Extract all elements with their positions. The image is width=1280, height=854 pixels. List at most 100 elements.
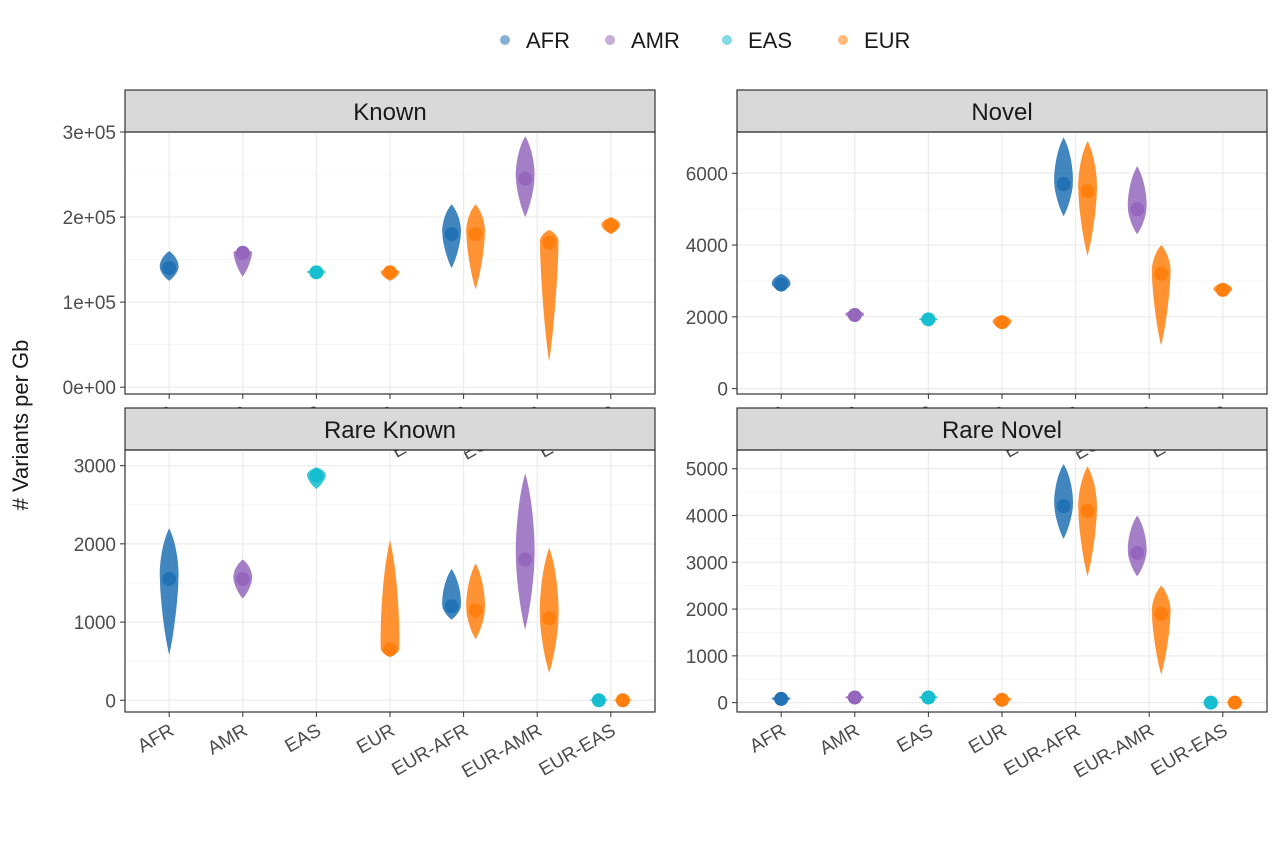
violin-center-eas <box>921 312 936 327</box>
violin-center-eur <box>995 315 1009 330</box>
legend-label: AMR <box>631 28 680 53</box>
violin-afr-afr <box>159 528 179 655</box>
x-tick-label: AMR <box>816 720 863 759</box>
y-tick-label: 1000 <box>686 647 728 668</box>
violin-center-eur <box>1154 606 1169 621</box>
violin-center-eur <box>1215 282 1230 297</box>
x-tick-label: AMR <box>204 720 251 759</box>
strip-title: Rare Novel <box>942 417 1062 444</box>
violin-center-eur <box>995 692 1009 707</box>
y-tick-label: 0e+00 <box>63 378 116 399</box>
strip-header <box>736 407 1268 451</box>
violin-eur-eur <box>380 539 400 658</box>
legend-label: EAS <box>748 28 792 53</box>
panel-rare-novel: Rare Novel 0 1000 2000 3000 4000 5000 AFR AMR EAS… <box>686 407 1268 783</box>
legend-label: EUR <box>864 28 910 53</box>
violin-marks <box>159 136 621 362</box>
legend-key-amr <box>605 35 615 45</box>
violin-center-eur <box>383 265 397 280</box>
violin-center-eas <box>1203 695 1218 710</box>
violin-center-afr <box>1056 177 1071 192</box>
violin-eur-eur-afr <box>466 204 486 290</box>
y-tick-label: 4000 <box>686 236 728 257</box>
violin-marks <box>771 464 1245 710</box>
gridlines <box>125 450 655 712</box>
legend: AFR AMR EAS EUR <box>500 28 910 53</box>
x-tick-label: EUR-EAS <box>536 720 620 780</box>
violin-center-afr <box>162 261 177 276</box>
violin-center-amr <box>518 171 533 186</box>
y-tick-label: 2000 <box>74 535 116 556</box>
legend-label: AFR <box>526 28 570 53</box>
violin-eur-eur-amr <box>539 547 559 673</box>
y-tick-label: 0 <box>105 691 116 712</box>
violin-center-eur <box>1154 266 1169 281</box>
violin-center-afr <box>444 227 459 242</box>
legend-item-amr: AMR <box>605 28 680 53</box>
x-tick-label: EUR <box>353 720 398 758</box>
violin-center-afr <box>774 277 789 292</box>
violin-center-eur <box>603 218 618 233</box>
x-tick-label: EUR-AFR <box>1000 720 1084 780</box>
strip-title: Rare Known <box>324 417 456 444</box>
y-tick-label: 3e+05 <box>63 123 116 144</box>
y-tick-label: 1e+05 <box>63 293 116 314</box>
violin-center-eur <box>1080 503 1095 518</box>
y-axis-label: # Variants per Gb <box>8 340 33 511</box>
violin-center-afr <box>162 572 177 587</box>
y-tick-label: 1000 <box>74 613 116 634</box>
violin-center-eas <box>591 693 606 708</box>
x-tick-label: EAS <box>281 720 324 757</box>
violin-center-amr <box>1130 545 1145 560</box>
strip-title: Known <box>353 99 426 126</box>
y-tick-label: 4000 <box>686 507 728 528</box>
violin-afr-eur-afr <box>1054 137 1074 217</box>
violin-center-eas <box>309 468 324 483</box>
violin-center-afr <box>444 599 459 614</box>
violin-center-eas <box>921 690 936 705</box>
violin-eur-eur-afr <box>1078 140 1098 256</box>
gridlines <box>737 450 1267 712</box>
violin-center-amr <box>847 308 862 323</box>
legend-item-eur: EUR <box>838 28 910 53</box>
violin-eur-eur-afr <box>466 563 486 640</box>
y-tick-label: 0 <box>717 380 728 401</box>
legend-key-eur <box>838 35 848 45</box>
violin-center-amr <box>518 552 533 567</box>
violin-center-eur <box>1227 695 1242 710</box>
y-tick-label: 2000 <box>686 308 728 329</box>
violin-amr-eur-amr <box>1127 166 1147 235</box>
violin-eur-eur-amr <box>1151 245 1171 346</box>
legend-key-eas <box>722 35 732 45</box>
violin-eur-eur-amr <box>539 229 559 362</box>
violin-center-afr <box>1056 499 1071 514</box>
panels: Known0e+001e+052e+053e+05AFRAMREASEUREUR… <box>63 89 1268 783</box>
violin-amr-eur-amr <box>515 473 535 630</box>
violin-center-eur <box>615 693 630 708</box>
legend-key-afr <box>500 35 510 45</box>
strip-header <box>736 89 1268 133</box>
x-tick-label: EAS <box>893 720 936 757</box>
violin-center-eur <box>468 603 483 618</box>
y-tick-label: 5000 <box>686 460 728 481</box>
violin-center-eur <box>1080 184 1095 199</box>
violin-marks <box>771 137 1233 346</box>
violin-amr-eur-amr <box>1127 515 1147 577</box>
y-tick-label: 3000 <box>686 553 728 574</box>
gridlines <box>125 131 655 394</box>
violin-center-eur <box>542 235 557 250</box>
violin-center-afr <box>774 691 789 706</box>
violin-center-amr <box>847 690 862 705</box>
violin-center-amr <box>235 245 250 260</box>
y-tick-label: 2e+05 <box>63 208 116 229</box>
x-tick-label: EUR <box>965 720 1010 758</box>
violin-center-amr <box>235 572 250 587</box>
violin-center-eas <box>309 265 324 280</box>
legend-item-eas: EAS <box>722 28 792 53</box>
strip-header <box>124 89 656 133</box>
violin-eur-eur-afr <box>1078 466 1098 577</box>
x-tick-label: AFR <box>134 720 177 757</box>
strip-title: Novel <box>971 99 1032 126</box>
